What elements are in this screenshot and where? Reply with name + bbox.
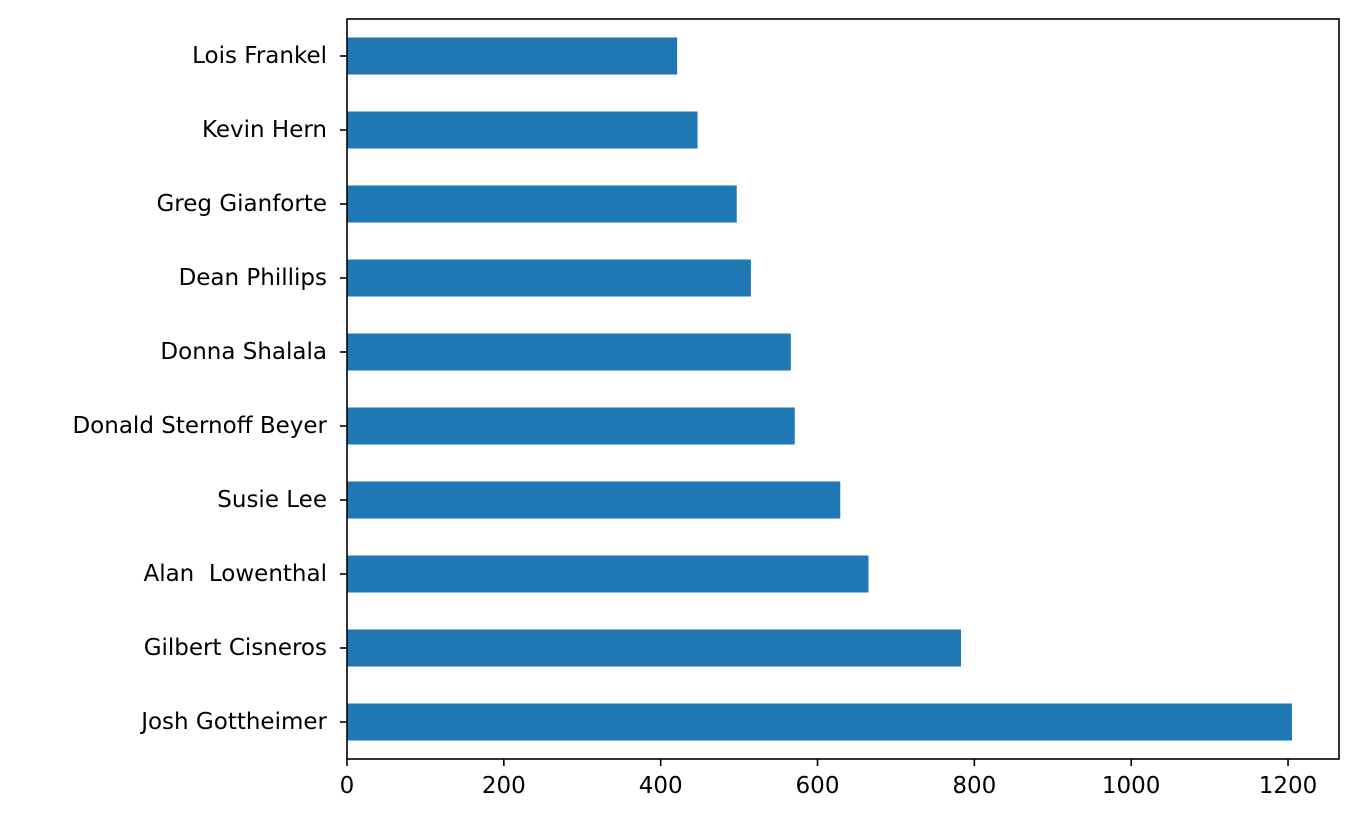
bar-donald-sternoff-beyer [347,407,795,445]
y-tick-label: Greg Gianforte [156,191,327,217]
y-tick-label: Susie Lee [217,487,327,513]
y-tick-label: Josh Gottheimer [139,709,327,735]
y-tick-label: Alan Lowenthal [143,561,327,587]
bar-greg-gianforte [347,185,737,223]
bars [347,37,1292,741]
bar-dean-phillips [347,259,751,297]
y-axis: Josh Gottheimer Gilbert Cisneros Alan Lowe… [72,43,347,735]
y-tick-label: Donald Sternoff Beyer [72,413,327,439]
bar-donna-shalala [347,333,791,371]
x-tick-label: 800 [952,773,996,799]
bar-josh-gottheimer [347,703,1292,741]
bar-lois-frankel [347,37,678,75]
bar-alan-lowenthal [347,555,869,593]
x-tick-label: 600 [796,773,840,799]
bar-susie-lee [347,481,841,519]
plot-frame [346,18,1340,760]
y-tick-label: Kevin Hern [202,117,327,143]
bar-kevin-hern [347,111,698,149]
x-tick-label: 200 [482,773,526,799]
y-tick-label: Donna Shalala [160,339,327,365]
x-axis: 0 200 400 600 800 1000 1200 [340,759,1318,799]
y-tick-label: Gilbert Cisneros [144,635,327,661]
y-tick-label: Lois Frankel [192,43,327,69]
x-tick-label: 0 [340,773,355,799]
x-tick-label: 400 [639,773,683,799]
x-tick-label: 1200 [1259,773,1318,799]
x-tick-label: 1000 [1102,773,1161,799]
bar-gilbert-cisneros [347,629,962,667]
y-tick-label: Dean Phillips [179,265,327,291]
